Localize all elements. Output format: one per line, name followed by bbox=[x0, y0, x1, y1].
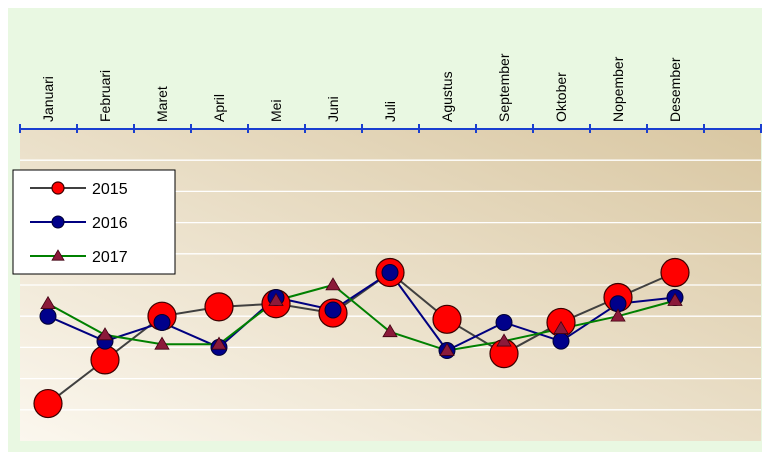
series-layer bbox=[33, 257, 690, 419]
data-point bbox=[204, 292, 234, 322]
x-tick-label: Januari bbox=[40, 76, 56, 122]
data-point bbox=[610, 308, 626, 322]
data-point bbox=[33, 388, 63, 419]
legend: 2015 2016 2017 bbox=[12, 169, 176, 275]
markers-2017 bbox=[40, 277, 683, 356]
data-point bbox=[496, 333, 512, 347]
data-point bbox=[51, 249, 65, 261]
data-point bbox=[439, 342, 455, 356]
legend-item: 2015 bbox=[30, 181, 128, 198]
data-point bbox=[268, 292, 284, 306]
data-point bbox=[211, 336, 227, 350]
data-point bbox=[381, 264, 399, 282]
x-tick-label: Desember bbox=[667, 57, 683, 122]
data-point bbox=[432, 304, 462, 334]
x-tick-label: Maret bbox=[154, 86, 170, 122]
data-point bbox=[97, 327, 113, 341]
x-tick-label: Oktober bbox=[553, 72, 569, 122]
data-point bbox=[382, 324, 398, 338]
legend-label: 2015 bbox=[92, 181, 128, 198]
x-tick-label: Agustus bbox=[439, 71, 455, 122]
x-tick-label: Juni bbox=[325, 96, 341, 122]
x-tick-label: Nopember bbox=[610, 56, 626, 122]
data-point bbox=[552, 332, 570, 350]
x-tick-label: Juli bbox=[382, 101, 398, 122]
legend-item: 2016 bbox=[30, 215, 128, 232]
x-tick-label: September bbox=[496, 53, 512, 122]
x-axis: Januari Februari Maret April Mei Juni Juli Agus… bbox=[19, 53, 762, 133]
data-point bbox=[51, 215, 65, 229]
data-point bbox=[153, 313, 171, 331]
legend-label: 2017 bbox=[92, 249, 128, 266]
legend-item: 2017 bbox=[30, 249, 128, 266]
data-point bbox=[667, 292, 683, 306]
data-point bbox=[40, 295, 56, 310]
data-point bbox=[553, 320, 569, 334]
data-point bbox=[154, 336, 170, 350]
data-point bbox=[39, 307, 57, 325]
x-tick-label: April bbox=[211, 94, 227, 122]
data-point bbox=[660, 257, 690, 288]
data-point bbox=[495, 313, 513, 331]
x-tick-label: Mei bbox=[268, 99, 284, 122]
data-point bbox=[325, 277, 341, 291]
data-point bbox=[324, 301, 342, 319]
data-point bbox=[90, 345, 120, 375]
data-point bbox=[51, 181, 65, 195]
x-tick-label: Februari bbox=[97, 70, 113, 122]
legend-label: 2016 bbox=[92, 215, 128, 232]
